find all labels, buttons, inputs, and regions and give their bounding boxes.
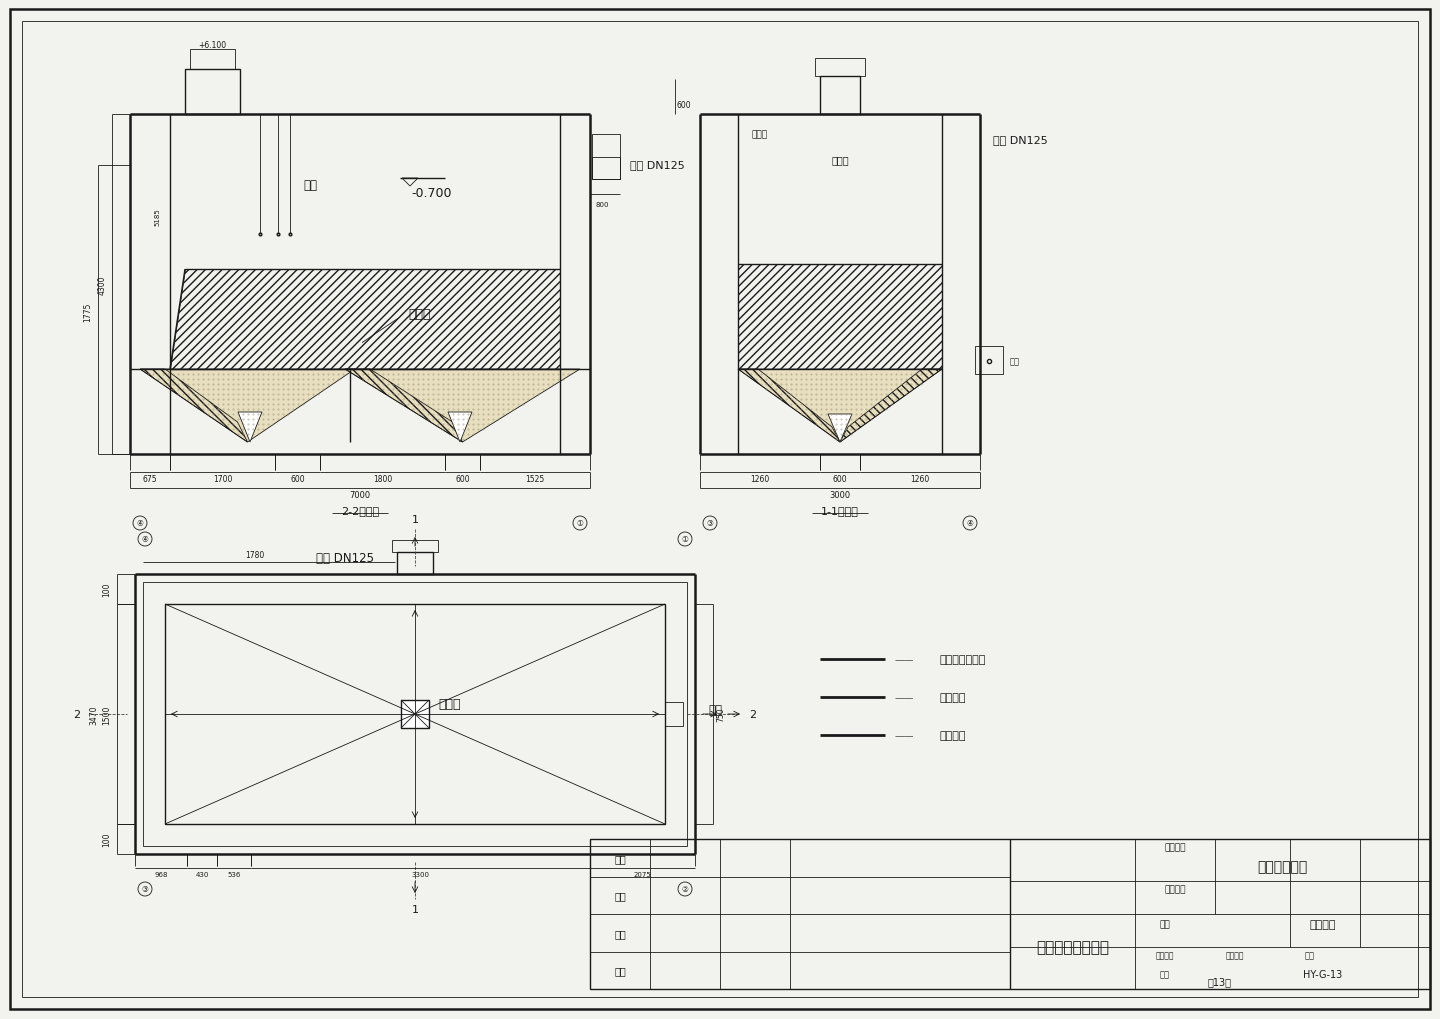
Text: 建设单位: 建设单位 — [1165, 843, 1185, 852]
Text: 沉淀池: 沉淀池 — [831, 155, 848, 165]
Text: 进水 DN125: 进水 DN125 — [992, 135, 1047, 145]
Text: 中水处理: 中水处理 — [1309, 919, 1336, 929]
Bar — [397, 552, 433, 575]
Text: 1: 1 — [412, 904, 419, 914]
Text: 2-2剖面图: 2-2剖面图 — [341, 505, 379, 516]
Polygon shape — [346, 370, 580, 442]
Bar — [592, 135, 621, 179]
Text: +6.100: +6.100 — [197, 41, 226, 50]
Text: 968: 968 — [154, 871, 167, 877]
Text: 4300: 4300 — [98, 275, 107, 294]
Text: ③: ③ — [707, 519, 713, 528]
Text: ——: —— — [896, 731, 914, 740]
Text: 制图: 制图 — [613, 891, 626, 901]
Polygon shape — [739, 370, 942, 442]
Text: 中水回用工程: 中水回用工程 — [1257, 859, 1308, 873]
Text: 沉淀池: 沉淀池 — [409, 308, 431, 321]
Text: ①: ① — [576, 519, 583, 528]
Text: ③: ③ — [141, 884, 148, 894]
Text: 3300: 3300 — [412, 871, 429, 877]
Text: 出水: 出水 — [1009, 357, 1020, 366]
Text: 进水 DN125: 进水 DN125 — [315, 552, 374, 565]
Bar — [739, 265, 942, 370]
Polygon shape — [140, 370, 356, 442]
Text: HY-G-13: HY-G-13 — [1303, 969, 1342, 979]
Bar — [592, 158, 621, 179]
Text: 7000: 7000 — [350, 491, 370, 500]
Text: 1260: 1260 — [910, 474, 930, 483]
Text: 第13张: 第13张 — [1208, 976, 1233, 986]
Text: 536: 536 — [228, 871, 240, 877]
Text: ②: ② — [681, 884, 688, 894]
Text: ——: —— — [896, 654, 914, 664]
Text: 1700: 1700 — [213, 474, 232, 483]
Bar — [392, 540, 438, 552]
Bar — [590, 840, 1430, 989]
Text: 430: 430 — [196, 871, 209, 877]
Text: 100: 100 — [102, 832, 111, 847]
Text: 出水: 出水 — [708, 703, 721, 715]
Polygon shape — [238, 413, 262, 442]
Bar — [819, 76, 860, 115]
Text: 3470: 3470 — [89, 704, 98, 725]
Text: -0.700: -0.700 — [412, 186, 452, 200]
Text: 进水: 进水 — [302, 178, 317, 192]
Text: 沉淀池工艺安装图: 沉淀池工艺安装图 — [1035, 940, 1109, 954]
Bar — [665, 702, 683, 727]
Text: 校对: 校对 — [613, 928, 626, 937]
Text: 2: 2 — [73, 709, 81, 719]
Text: 曝气管线: 曝气管线 — [940, 731, 966, 740]
Text: 1780: 1780 — [245, 550, 265, 559]
Text: ——: —— — [896, 692, 914, 702]
Bar — [400, 700, 429, 729]
Text: 1525: 1525 — [526, 474, 544, 483]
Text: 审核: 审核 — [613, 965, 626, 975]
Text: 1775: 1775 — [84, 303, 92, 322]
Text: 设计阶段: 设计阶段 — [1156, 951, 1174, 960]
Text: 图号: 图号 — [1161, 969, 1169, 978]
Text: 3000: 3000 — [829, 491, 851, 500]
Text: ①: ① — [681, 535, 688, 544]
Text: 600: 600 — [677, 101, 691, 109]
Text: 设计: 设计 — [613, 853, 626, 863]
Polygon shape — [828, 415, 852, 442]
Text: 1: 1 — [412, 515, 419, 525]
Text: ④: ④ — [137, 519, 144, 528]
Text: 2075: 2075 — [634, 871, 651, 877]
Bar — [166, 604, 665, 824]
Text: 1500: 1500 — [102, 704, 111, 723]
Text: 施工设计: 施工设计 — [1225, 951, 1244, 960]
Text: 比例: 比例 — [1305, 951, 1315, 960]
Text: 5185: 5185 — [154, 208, 160, 225]
Text: ④: ④ — [966, 519, 973, 528]
Text: 750: 750 — [717, 707, 726, 721]
Text: 沉淀池: 沉淀池 — [439, 698, 461, 711]
Text: 600: 600 — [455, 474, 469, 483]
Text: 600: 600 — [291, 474, 305, 483]
Bar — [975, 346, 1004, 375]
Text: 污泥管线: 污泥管线 — [940, 692, 966, 702]
Text: 600: 600 — [832, 474, 847, 483]
Bar — [815, 59, 865, 76]
Text: 项目: 项目 — [1159, 919, 1171, 928]
Text: 1800: 1800 — [373, 474, 392, 483]
Text: 100: 100 — [102, 582, 111, 597]
Text: 出水 DN125: 出水 DN125 — [629, 160, 684, 170]
Polygon shape — [448, 413, 472, 442]
Text: 2: 2 — [749, 709, 756, 719]
Text: 工程名称: 工程名称 — [1165, 884, 1185, 894]
Bar — [190, 50, 235, 70]
Bar — [143, 583, 687, 846]
Text: 1-1剖面图: 1-1剖面图 — [821, 505, 858, 516]
Text: 675: 675 — [143, 474, 157, 483]
Text: 800: 800 — [595, 202, 609, 208]
Text: 进水、出水管线: 进水、出水管线 — [940, 654, 986, 664]
Text: ④: ④ — [141, 535, 148, 544]
Text: 集水槽: 集水槽 — [752, 130, 768, 140]
Bar — [184, 70, 240, 115]
Text: 1260: 1260 — [750, 474, 769, 483]
